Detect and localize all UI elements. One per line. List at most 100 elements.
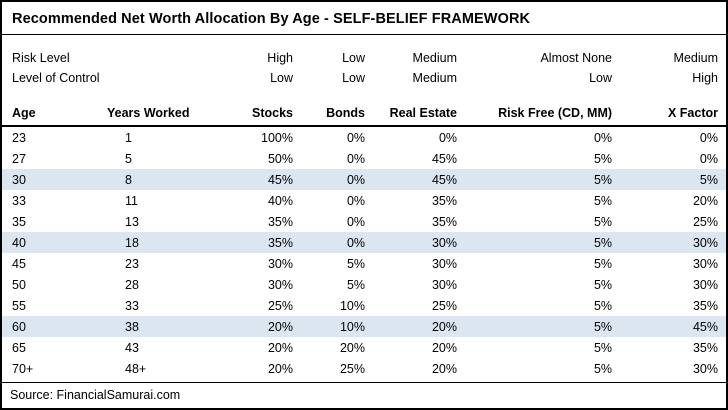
column-header: Stocks bbox=[205, 88, 302, 127]
cell: 30% bbox=[692, 361, 718, 376]
cell: 45 bbox=[12, 256, 26, 271]
table-row: 27 5 50% 0% 45% 5% 0% bbox=[2, 148, 726, 169]
cell: 25% bbox=[339, 361, 366, 376]
table-row: 45 23 30% 5% 30% 5% 30% bbox=[2, 253, 726, 274]
cell: 18 bbox=[125, 235, 139, 250]
column-header: Risk Free (CD, MM) bbox=[465, 88, 621, 127]
level-of-control-row-value: Low bbox=[589, 71, 613, 85]
cell: 5% bbox=[593, 256, 613, 271]
cell: 5% bbox=[593, 298, 613, 313]
cell: 10% bbox=[339, 319, 366, 334]
cell: 50 bbox=[12, 277, 26, 292]
cell: 0% bbox=[699, 130, 718, 145]
cell: 20% bbox=[431, 361, 458, 376]
cell: 25% bbox=[692, 214, 718, 229]
title-row: Recommended Net Worth Allocation By Age … bbox=[2, 2, 726, 35]
table-row-highlighted: 30 8 45% 0% 45% 5% 5% bbox=[2, 169, 726, 190]
cell: 30% bbox=[267, 256, 294, 271]
cell: 0% bbox=[346, 130, 366, 145]
page-title: Recommended Net Worth Allocation By Age … bbox=[12, 11, 531, 27]
level-of-control-row: Level of Control Low Low Medium Low High bbox=[2, 68, 726, 88]
cell: 45% bbox=[431, 151, 458, 166]
cell: 30 bbox=[12, 172, 26, 187]
cell: 35% bbox=[267, 214, 294, 229]
cell: 5% bbox=[346, 256, 366, 271]
cell: 20% bbox=[431, 340, 458, 355]
cell: 20% bbox=[692, 193, 718, 208]
risk-level-row-value: Almost None bbox=[540, 51, 613, 65]
cell: 45% bbox=[692, 319, 718, 334]
cell: 5% bbox=[593, 214, 613, 229]
cell: 20% bbox=[339, 340, 366, 355]
cell: 35% bbox=[431, 214, 458, 229]
table-row-highlighted: 60 38 20% 10% 20% 5% 45% bbox=[2, 316, 726, 337]
column-header-row: Age Years Worked Stocks Bonds Real Estate Ris… bbox=[2, 88, 726, 127]
cell: 35% bbox=[431, 193, 458, 208]
cell: 35 bbox=[12, 214, 26, 229]
column-header: Years Worked bbox=[107, 88, 206, 127]
risk-level-row-value: High bbox=[267, 51, 294, 65]
cell: 30% bbox=[431, 235, 458, 250]
risk-level-row-value: Medium bbox=[412, 51, 458, 65]
cell: 45% bbox=[431, 172, 458, 187]
table-row: 70+ 48+ 20% 25% 20% 5% 30% bbox=[2, 358, 726, 379]
risk-level-row-value: Low bbox=[342, 51, 366, 65]
allocation-table: Risk Level High Low Medium Almost None Medium… bbox=[2, 35, 726, 379]
cell: 20% bbox=[431, 319, 458, 334]
cell: 48+ bbox=[125, 361, 147, 376]
cell: 30% bbox=[692, 235, 718, 250]
table-head: Risk Level High Low Medium Almost None Medium… bbox=[2, 35, 726, 127]
cell: 35% bbox=[692, 298, 718, 313]
table-body: 23 1 100% 0% 0% 0% 0% 27 5 50% 0% 45% 5% 0% 30 8 45% 0% 45… bbox=[2, 126, 726, 379]
cell: 27 bbox=[12, 151, 26, 166]
cell: 30% bbox=[431, 256, 458, 271]
cell: 5% bbox=[593, 340, 613, 355]
level-of-control-row-value: Medium bbox=[412, 71, 458, 85]
level-of-control-row-value: High bbox=[692, 71, 718, 85]
cell: 0% bbox=[346, 193, 366, 208]
table-row: 35 13 35% 0% 35% 5% 25% bbox=[2, 211, 726, 232]
cell: 30% bbox=[431, 277, 458, 292]
cell: 70+ bbox=[12, 361, 34, 376]
cell: 0% bbox=[699, 151, 718, 166]
table-row: 65 43 20% 20% 20% 5% 35% bbox=[2, 337, 726, 358]
cell: 45% bbox=[267, 172, 294, 187]
cell: 28 bbox=[125, 277, 139, 292]
cell: 0% bbox=[593, 130, 613, 145]
cell: 23 bbox=[125, 256, 139, 271]
cell: 5% bbox=[593, 277, 613, 292]
cell: 30% bbox=[692, 256, 718, 271]
cell: 1 bbox=[125, 130, 132, 145]
cell: 43 bbox=[125, 340, 139, 355]
cell: 5% bbox=[346, 277, 366, 292]
risk-level-row-label: Risk Level bbox=[12, 51, 70, 65]
cell: 30% bbox=[267, 277, 294, 292]
cell: 60 bbox=[12, 319, 26, 334]
cell: 100% bbox=[261, 130, 294, 145]
table-row: 23 1 100% 0% 0% 0% 0% bbox=[2, 126, 726, 148]
cell: 38 bbox=[125, 319, 139, 334]
level-of-control-row-value: Low bbox=[270, 71, 294, 85]
column-header: Bonds bbox=[301, 88, 374, 127]
cell: 20% bbox=[267, 319, 294, 334]
cell: 55 bbox=[12, 298, 26, 313]
table-row-highlighted: 40 18 35% 0% 30% 5% 30% bbox=[2, 232, 726, 253]
cell: 5% bbox=[593, 361, 613, 376]
cell: 50% bbox=[267, 151, 294, 166]
cell: 5% bbox=[593, 235, 613, 250]
cell: 65 bbox=[12, 340, 26, 355]
cell: 5% bbox=[593, 319, 613, 334]
column-header: X Factor bbox=[620, 88, 726, 127]
cell: 0% bbox=[346, 214, 366, 229]
cell: 8 bbox=[125, 172, 132, 187]
cell: 20% bbox=[267, 340, 294, 355]
source-note: Source: FinancialSamurai.com bbox=[2, 382, 726, 408]
cell: 5 bbox=[125, 151, 132, 166]
cell: 40 bbox=[12, 235, 26, 250]
cell: 35% bbox=[267, 235, 294, 250]
cell: 25% bbox=[431, 298, 458, 313]
cell: 5% bbox=[593, 172, 613, 187]
table-row: 55 33 25% 10% 25% 5% 35% bbox=[2, 295, 726, 316]
cell: 10% bbox=[339, 298, 366, 313]
table-row: 50 28 30% 5% 30% 5% 30% bbox=[2, 274, 726, 295]
